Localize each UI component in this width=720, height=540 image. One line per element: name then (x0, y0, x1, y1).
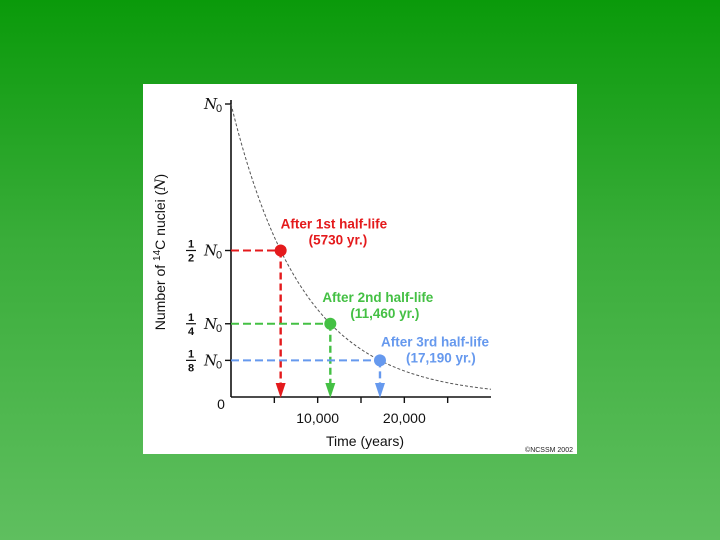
annotation-line1: After 3rd half-life (381, 334, 490, 349)
y-tick-label: 1 2 N0 (186, 239, 222, 265)
copyright-text: ©NCSSM 2002 (525, 446, 573, 454)
y-tick-denominator: 2 (188, 253, 194, 265)
y-tick-symbol: N (203, 351, 218, 369)
y-tick-symbol: N (203, 95, 218, 113)
y-tick-subscript: 0 (216, 250, 222, 262)
chart-figure: 0 10,000 20,000 N 0 1 2 N 0 1 4 N 0 1 8 N 0 After 1st hal… (143, 84, 577, 454)
annotation-line2: (5730 yr.) (309, 233, 368, 248)
y-tick-subscript: 0 (216, 323, 222, 335)
y-tick-numerator: 1 (188, 348, 194, 360)
y-tick-numerator: 1 (188, 312, 194, 324)
y-tick-numerator: 1 (188, 239, 194, 251)
half-life-marker (274, 244, 287, 257)
x-tick-label: 10,000 (296, 410, 339, 426)
y-tick-subscript: 0 (216, 359, 222, 371)
y-tick-symbol: N (203, 315, 218, 333)
y-tick-label: N0 (203, 95, 222, 115)
annotation-line2: (11,460 yr.) (350, 306, 419, 321)
y-tick-subscript: 0 (216, 103, 222, 115)
y-tick-denominator: 4 (188, 326, 195, 338)
x-tick-label: 0 (217, 396, 225, 412)
y-tick-label: 1 4 N0 (186, 312, 222, 338)
down-arrow (374, 383, 385, 398)
half-life-marker (373, 354, 386, 367)
y-tick-label: 1 8 N0 (186, 348, 222, 374)
x-tick-label: 20,000 (383, 410, 426, 426)
annotation-line2: (17,190 yr.) (406, 350, 476, 365)
y-tick-symbol: N (203, 242, 218, 260)
x-axis-label: Time (years) (326, 433, 404, 449)
half-life-marker (324, 317, 337, 330)
down-arrow (325, 383, 336, 398)
decay-curve (230, 103, 492, 390)
y-tick-denominator: 8 (188, 362, 194, 374)
y-axis-label: Number of 14C nuclei (N) (152, 174, 170, 330)
annotation-line1: After 2nd half-life (322, 290, 433, 305)
down-arrow (275, 383, 286, 398)
annotation-line1: After 1st half-life (281, 217, 388, 232)
